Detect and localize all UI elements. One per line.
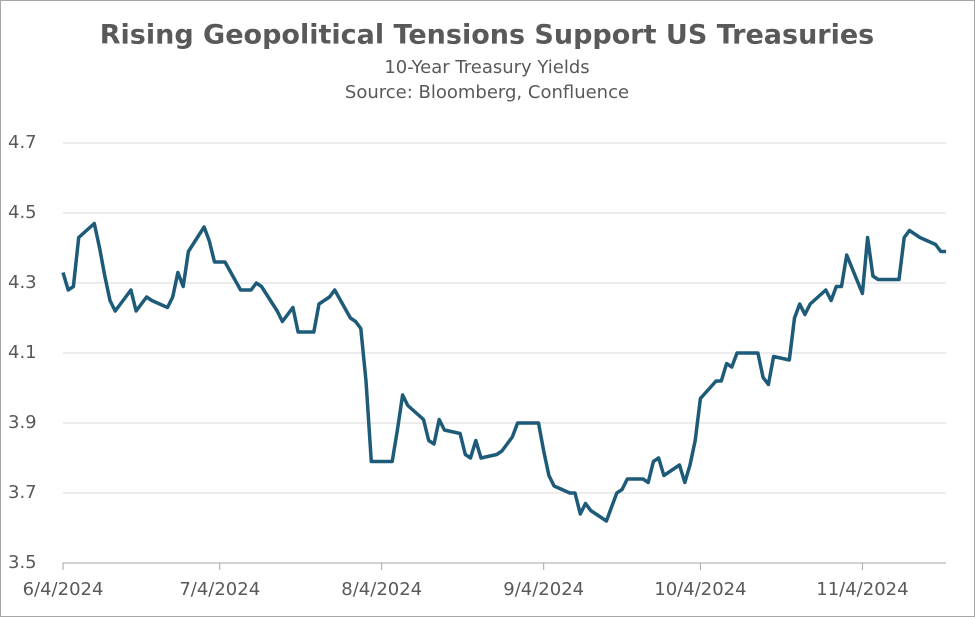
y-tick-label: 3.5 bbox=[8, 552, 37, 573]
y-tick-label: 3.9 bbox=[8, 412, 37, 433]
x-tick-label: 6/4/2024 bbox=[23, 579, 104, 600]
chart-subtitle: 10-Year Treasury Yields bbox=[384, 57, 589, 78]
x-tick-label: 11/4/2024 bbox=[816, 579, 908, 600]
x-tick-label: 9/4/2024 bbox=[503, 579, 584, 600]
y-tick-label: 3.7 bbox=[8, 482, 37, 503]
y-tick-label: 4.7 bbox=[8, 132, 37, 153]
chart-title: Rising Geopolitical Tensions Support US … bbox=[100, 20, 875, 51]
y-tick-label: 4.5 bbox=[8, 202, 37, 223]
x-tick-label: 8/4/2024 bbox=[341, 579, 422, 600]
y-tick-label: 4.1 bbox=[8, 342, 37, 363]
y-tick-label: 4.3 bbox=[8, 272, 37, 293]
line bbox=[61, 221, 946, 523]
x-tick-label: 10/4/2024 bbox=[654, 579, 746, 600]
chart-source: Source: Bloomberg, Confluence bbox=[345, 82, 629, 103]
x-tick-label: 7/4/2024 bbox=[179, 579, 260, 600]
